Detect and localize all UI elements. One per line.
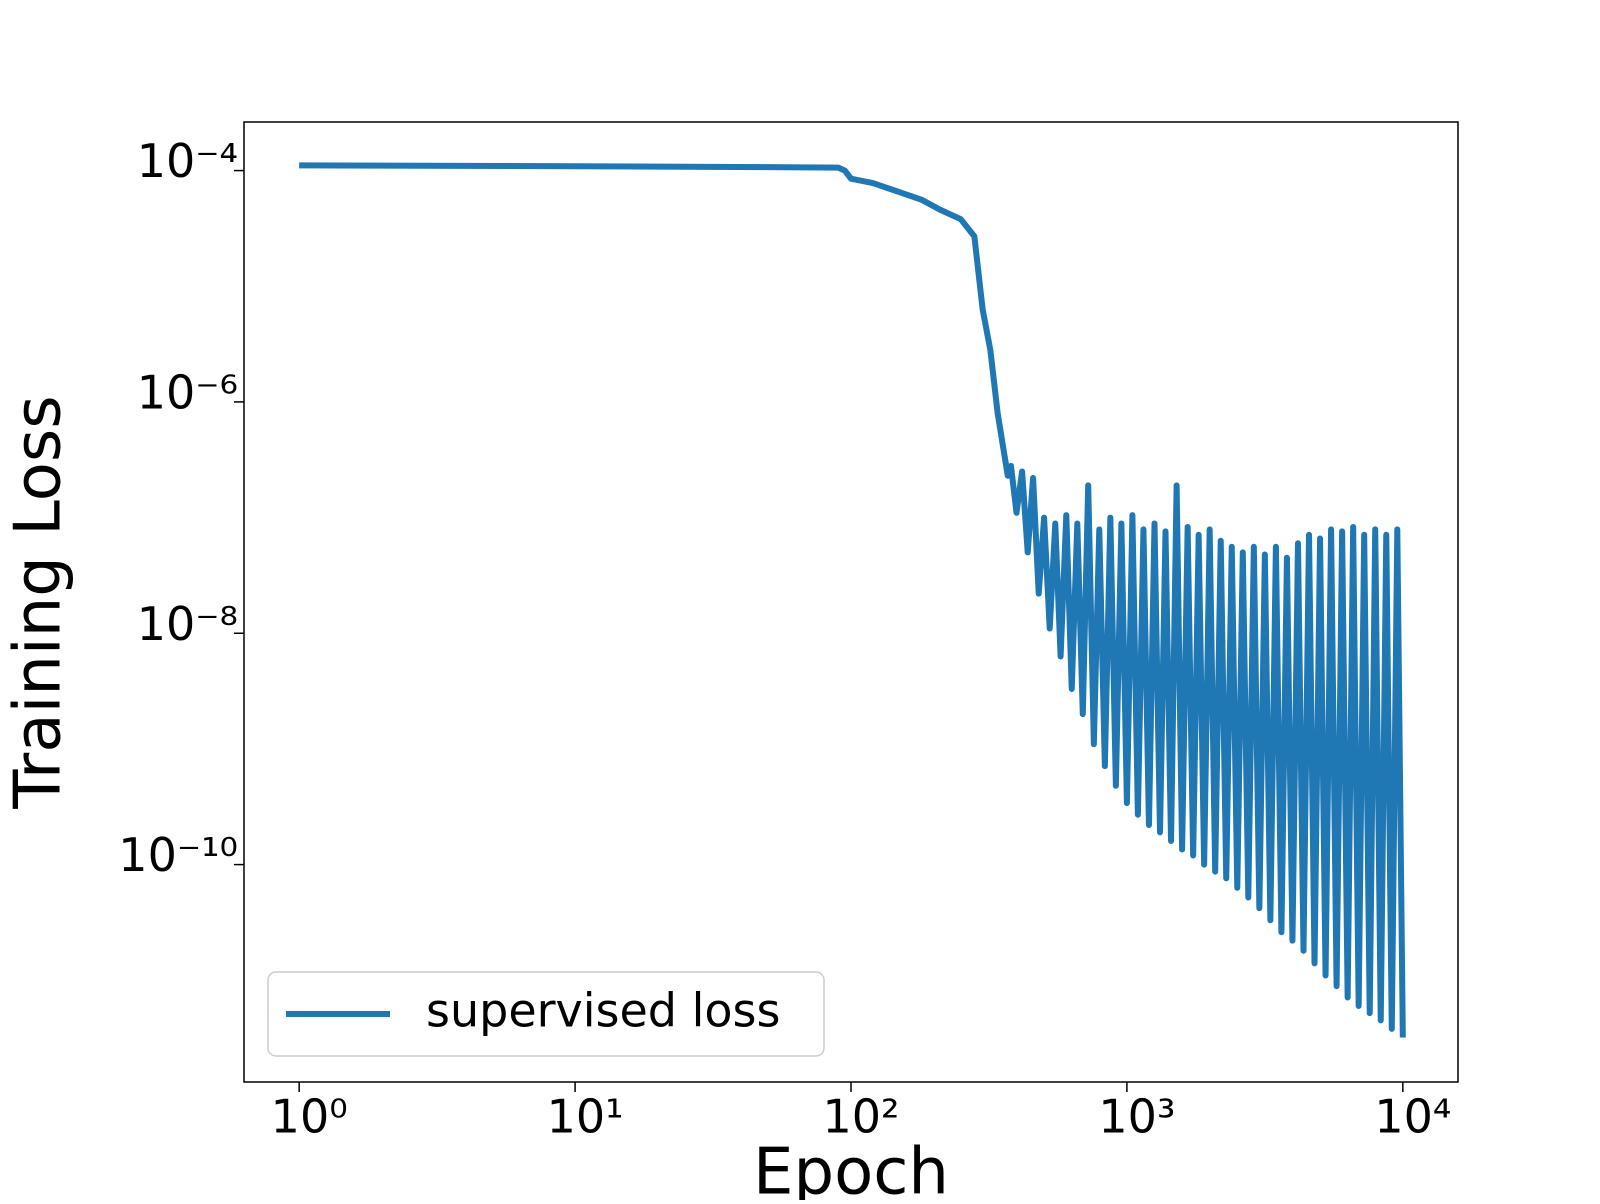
y-tick-label: 10⁻⁶ <box>137 365 238 419</box>
x-tick-label: 10² <box>823 1090 900 1144</box>
plot-frame <box>243 121 1459 1083</box>
legend-label: supervised loss <box>426 984 780 1038</box>
x-tick-label: 10¹ <box>547 1090 624 1144</box>
legend-box <box>267 971 825 1057</box>
y-tick-label: 10⁻⁴ <box>137 134 238 188</box>
legend: supervised loss <box>267 971 825 1057</box>
y-tick-label: 10⁻¹⁰ <box>118 828 238 882</box>
y-tick-label: 10⁻⁸ <box>137 597 238 651</box>
x-tick-label: 10⁰ <box>271 1090 348 1144</box>
x-tick-label: 10³ <box>1098 1090 1175 1144</box>
y-axis-label: Training Loss <box>2 395 76 809</box>
x-tick-label: 10⁴ <box>1374 1090 1451 1144</box>
line-series <box>299 162 1406 1038</box>
x-axis-label: Epoch <box>753 1136 949 1200</box>
